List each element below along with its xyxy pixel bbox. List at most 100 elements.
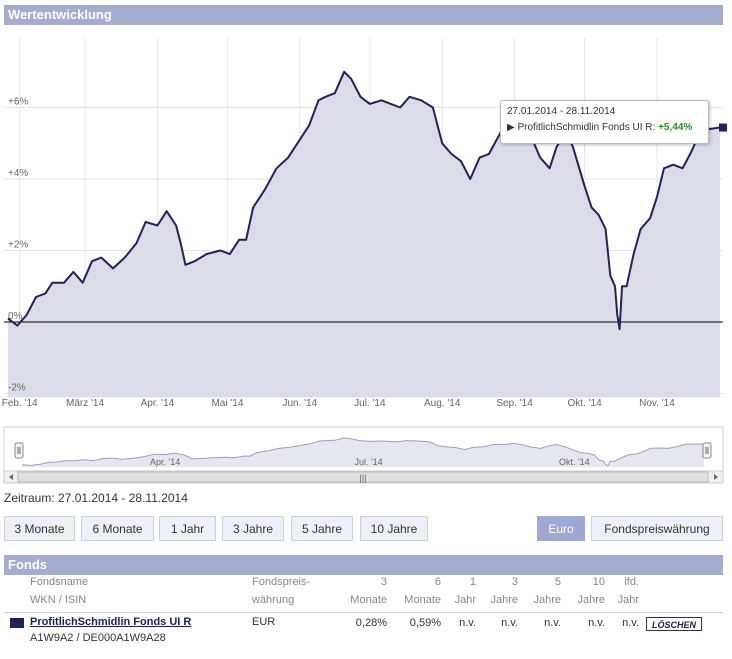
data-point	[360, 96, 361, 97]
panel-header: Wertentwicklung	[4, 5, 723, 25]
y-tick-label: +2%	[8, 240, 28, 251]
data-point	[185, 264, 186, 265]
data-point	[470, 179, 471, 180]
data-point	[264, 189, 265, 190]
data-point	[549, 168, 550, 169]
period-button-6m[interactable]: 6 Monate	[81, 516, 154, 541]
x-tick-label: Nov. '14	[639, 398, 675, 409]
data-point	[101, 257, 102, 258]
navigator-line	[21, 437, 705, 467]
scroll-left-arrow-icon[interactable]	[9, 474, 13, 480]
col-5y-line1: 5	[554, 576, 561, 588]
data-point	[390, 103, 391, 104]
period-button-3y[interactable]: 3 Jahre	[222, 516, 284, 541]
data-point	[598, 214, 599, 215]
data-point	[556, 146, 557, 147]
data-point	[421, 100, 422, 101]
x-tick-label: Okt. '14	[568, 398, 603, 409]
data-point	[26, 314, 27, 315]
data-point	[584, 186, 585, 187]
data-point	[409, 96, 410, 97]
chart-tooltip: 27.01.2014 - 28.11.2014 ▶ ProfitlichSchm…	[500, 100, 709, 144]
col-6m-line1: 6	[434, 576, 441, 588]
fund-perf-3y: n.v.	[501, 617, 518, 629]
col-3m-line1: 3	[380, 576, 387, 588]
data-point	[381, 100, 382, 101]
col-fp-line1: Fondspreis-	[252, 576, 311, 588]
x-tick-label: Apr. '14	[141, 398, 175, 409]
data-point	[691, 150, 692, 151]
tooltip-date-range: 27.01.2014 - 28.11.2014	[507, 106, 616, 117]
data-point	[617, 314, 618, 315]
col-1y-line2: Jahr	[454, 594, 476, 606]
data-point	[52, 282, 53, 283]
data-point	[166, 211, 167, 212]
fund-perf-1y: n.v.	[459, 617, 476, 629]
data-point	[451, 153, 452, 154]
data-point	[605, 229, 606, 230]
fund-perf-6m: 0,59%	[409, 617, 441, 629]
fund-name-link[interactable]: ProfitlichSchmidlin Fonds UI R	[30, 616, 192, 628]
data-point	[92, 261, 93, 262]
col-fp-line2: währung	[252, 594, 295, 606]
data-point	[334, 93, 335, 94]
period-button-5y[interactable]: 5 Jahre	[291, 516, 353, 541]
navigator-area	[22, 437, 704, 467]
col-3y-line1: 3	[511, 576, 518, 588]
navigator-handle-left[interactable]	[14, 442, 24, 459]
data-point	[288, 157, 289, 158]
period-button-10y[interactable]: 10 Jahre	[360, 516, 428, 541]
navigator-handle-right[interactable]	[702, 442, 712, 459]
x-tick-label: März '14	[66, 398, 104, 409]
data-point	[369, 103, 370, 104]
x-tick-label: Aug. '14	[424, 398, 461, 409]
col-ytd-line1: lfd.	[624, 576, 639, 588]
delete-fund-button[interactable]: LÖSCHEN	[646, 617, 702, 631]
data-point	[614, 286, 615, 287]
col-1y-line1: 1	[469, 576, 476, 588]
table-separator	[4, 612, 723, 613]
series-line	[7, 70, 721, 331]
currency-button-euro[interactable]: Euro	[537, 516, 585, 541]
data-point	[621, 286, 622, 287]
series-end-marker	[719, 123, 727, 132]
col-10y-line2: Jahre	[577, 594, 605, 606]
data-point	[113, 268, 114, 269]
scrollbar-thumb[interactable]	[17, 471, 709, 483]
fund-perf-3m: 0,28%	[355, 617, 387, 629]
currency-button-fund[interactable]: Fondspreiswährung	[591, 516, 723, 541]
y-tick-label: 0%	[8, 311, 23, 322]
data-point	[626, 286, 627, 287]
data-point	[194, 261, 195, 262]
data-point	[673, 164, 674, 165]
col-name-line2: WKN / ISIN	[30, 594, 87, 606]
zeitraum-label: Zeitraum: 27.01.2014 - 28.11.2014	[4, 491, 188, 505]
col-10y-line1: 10	[592, 576, 605, 588]
data-point	[64, 282, 65, 283]
navigator-tick-label: Apr. '14	[150, 457, 180, 467]
fund-perf-5y: n.v.	[544, 617, 561, 629]
data-point	[351, 78, 352, 79]
fonds-header: Fonds	[4, 555, 723, 575]
data-point	[344, 71, 345, 72]
data-point	[180, 243, 181, 244]
performance-chart[interactable]: +6% +4% +2% 0% -2% Feb. '14 März '14 Apr. '14 Ma…	[0, 30, 732, 490]
y-tick-label: +6%	[8, 97, 28, 108]
data-point	[540, 157, 541, 158]
data-point	[220, 250, 221, 251]
scrollbar-grip-icon: |||	[359, 473, 366, 483]
panel-title: Wertentwicklung	[8, 7, 112, 22]
col-6m-line2: Monate	[404, 594, 441, 606]
data-point	[276, 168, 277, 169]
fonds-title: Fonds	[8, 557, 47, 572]
data-point	[45, 293, 46, 294]
scroll-right-arrow-icon[interactable]	[714, 474, 718, 480]
data-point	[640, 229, 641, 230]
data-point	[239, 239, 240, 240]
col-3y-line2: Jahre	[490, 594, 518, 606]
data-point	[619, 329, 620, 330]
navigator-tick-label: Jul. '14	[354, 457, 382, 467]
period-button-1y[interactable]: 1 Jahr	[159, 516, 216, 541]
period-button-3m[interactable]: 3 Monate	[4, 516, 75, 541]
x-tick-label: Feb. '14	[2, 398, 38, 409]
